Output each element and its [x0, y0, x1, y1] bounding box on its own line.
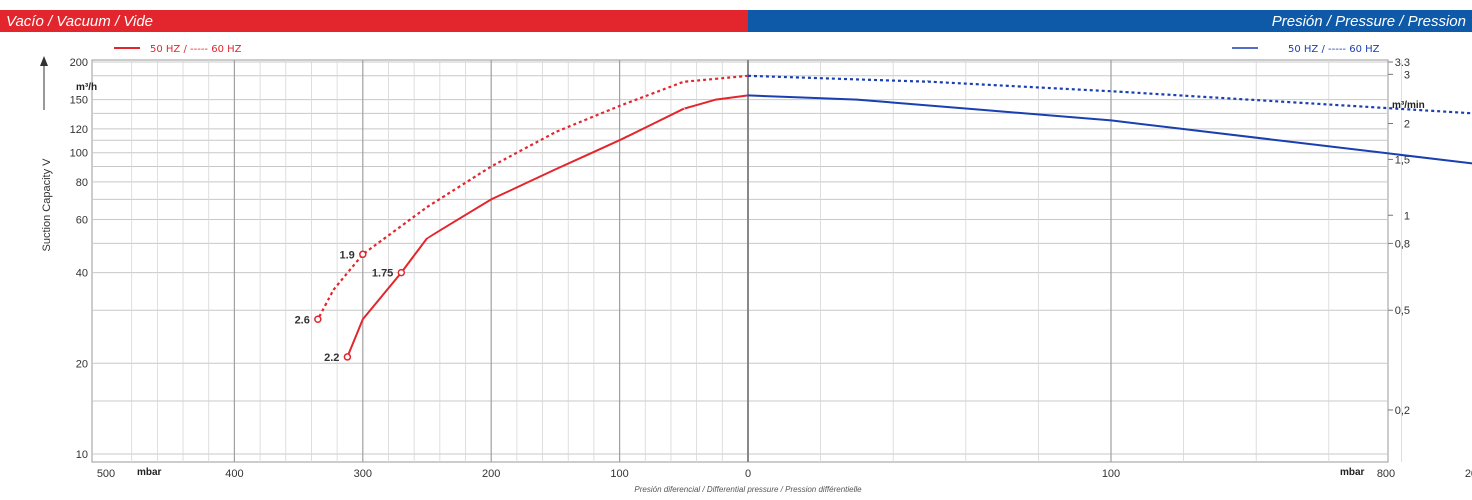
y-tick-right: 0,5: [1395, 305, 1410, 317]
y-tick-left: 150: [70, 95, 88, 107]
curve-point-marker: [359, 250, 367, 259]
pressure-dashed-series: [747, 74, 1472, 115]
y-tick-right: 3.3: [1395, 57, 1410, 69]
y-unit-left: m³/h: [76, 82, 97, 93]
x-unit-right: mbar: [1340, 467, 1365, 478]
y-axis-arrowhead: [40, 56, 48, 66]
point-labels: 2.21.752.61.92.21.752.61.9: [295, 249, 406, 364]
y-tick-right: 2: [1404, 119, 1410, 131]
x-tick-vacuum: 0: [745, 468, 751, 480]
legend-right-text: 50 HZ / ----- 60 HZ: [1288, 44, 1380, 55]
y-tick-right: 1,5: [1395, 154, 1410, 166]
pressure-solid-series: [747, 94, 1472, 165]
curve-point-marker: [397, 268, 406, 277]
y-tick-left: 20: [76, 358, 88, 370]
vacuum-dashed-series: [316, 74, 749, 320]
vacuum-header-bar: [0, 10, 748, 32]
y-tick-right: 1: [1404, 210, 1410, 222]
y-tick-left: 10: [76, 449, 88, 461]
curve-point-label: 1.9: [340, 249, 355, 261]
y-tick-right: 0,8: [1395, 238, 1410, 250]
x-tick-pressure: 800: [1377, 468, 1395, 480]
y-tick-left: 80: [76, 177, 88, 189]
pressure-header-title: Presión / Pressure / Pression: [1272, 13, 1466, 30]
y-tick-right: 0,2: [1395, 405, 1410, 417]
y-tick-left: 40: [76, 268, 88, 280]
curve-point-marker: [314, 315, 322, 324]
y-tick-left: 200: [70, 57, 88, 69]
x-tick-vacuum: 100: [610, 468, 628, 480]
x-tick-vacuum: 300: [354, 468, 372, 480]
curve-point-label: 2.6: [295, 314, 310, 326]
y-tick-left: 120: [70, 124, 88, 136]
vacuum-solid-series: [346, 94, 749, 358]
chart-grid: [91, 59, 1402, 463]
plot-frame: [91, 59, 1389, 463]
curve-point-marker: [343, 353, 352, 361]
x-tick-pressure: 200: [1465, 468, 1472, 480]
vacuum-header-title: Vacío / Vacuum / Vide: [6, 13, 153, 30]
y-tick-left: 100: [70, 148, 88, 160]
pressure-header-bar: [748, 10, 1472, 32]
axis-ticks: 200 150 120 100 80 60 40 20 10 3.33 2 1,5 1 0,8 0,5 0,2…: [70, 57, 1472, 480]
legend-left-text: 50 HZ / ----- 60 HZ: [150, 44, 242, 55]
y-tick-right: 3: [1404, 69, 1410, 81]
x-tick-vacuum: 200: [482, 468, 500, 480]
y-axis-label: Suction Capacity V: [41, 158, 53, 252]
x-axis-label: Presión diferencial / Differential press…: [634, 485, 862, 494]
x-tick-vacuum: 500: [97, 468, 115, 480]
curve-point-label: 2.2: [324, 352, 339, 364]
x-unit-left: mbar: [137, 467, 162, 478]
chart-series: [316, 74, 1472, 358]
y-unit-right: m³/min: [1392, 100, 1425, 111]
x-tick-pressure: 100: [1102, 468, 1120, 480]
y-tick-left: 60: [76, 215, 88, 227]
x-tick-vacuum: 400: [225, 468, 243, 480]
curve-point-label: 1.75: [372, 268, 393, 280]
